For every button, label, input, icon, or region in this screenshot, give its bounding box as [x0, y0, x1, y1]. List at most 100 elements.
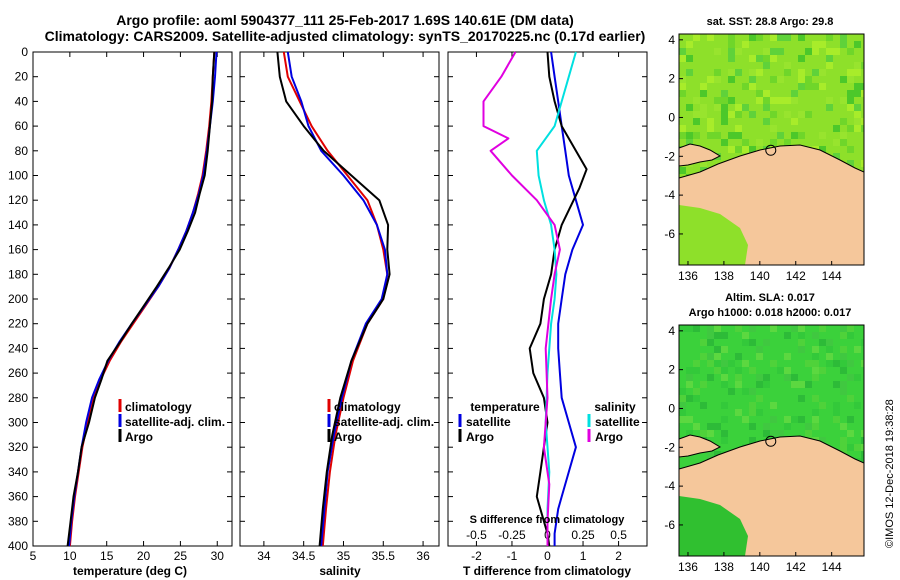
map-cell: [686, 381, 693, 388]
map-cell: [735, 367, 742, 374]
footer-timestamp: ©IMOS 12-Dec-2018 19:38:28: [884, 399, 896, 548]
depth-tick-label: 0: [21, 45, 28, 59]
map-cell: [700, 430, 707, 437]
x-tick-label: 35: [337, 549, 351, 563]
map-cell: [756, 346, 763, 353]
sla-map-frame: [678, 324, 865, 557]
map-cell: [805, 111, 812, 118]
map-cell: [847, 325, 854, 332]
map-cell: [749, 111, 756, 118]
map-cell: [693, 132, 700, 139]
map-cell: [854, 444, 861, 451]
map-cell: [833, 381, 840, 388]
map-cell: [686, 104, 693, 111]
legend-satellite-adj: satellite-adj. clim.: [125, 415, 225, 429]
map-cell: [770, 416, 777, 423]
x-tick-label: 34: [257, 549, 271, 563]
map-cell: [756, 69, 763, 76]
x-tick-label: 2: [615, 549, 622, 563]
map-cell: [721, 90, 728, 97]
map-cell: [707, 76, 714, 83]
map-cell: [756, 381, 763, 388]
legend-argo: Argo: [334, 430, 362, 444]
map-lat-label: 2: [668, 72, 675, 86]
salinity-axes: [239, 51, 440, 547]
map-cell: [861, 360, 864, 367]
map-cell: [854, 346, 861, 353]
sst-map-frame: [678, 33, 865, 266]
map-cell: [714, 346, 721, 353]
map-cell: [854, 62, 861, 69]
map-cell: [840, 132, 847, 139]
map-lat-label: -2: [664, 440, 675, 454]
map-cell: [763, 381, 770, 388]
x-tick-label: 1: [580, 549, 587, 563]
map-cell: [679, 125, 686, 132]
map-cell: [819, 339, 826, 346]
map-cell: [833, 409, 840, 416]
map-cell: [770, 139, 777, 146]
series-line-argo: [276, 51, 391, 547]
map-cell: [840, 346, 847, 353]
map-lon-label: 144: [822, 269, 842, 283]
map-cell: [833, 139, 840, 146]
map-cell: [728, 69, 735, 76]
map-cell: [756, 34, 763, 41]
map-cell: [854, 125, 861, 132]
map-cell: [721, 430, 728, 437]
map-lat-label: -2: [664, 149, 675, 163]
map-cell: [742, 104, 749, 111]
map-cell: [791, 97, 798, 104]
map-cell: [742, 146, 749, 153]
map-cell: [749, 69, 756, 76]
depth-tick-label: 20: [15, 70, 29, 84]
map-cell: [861, 83, 864, 90]
map-cell: [700, 83, 707, 90]
map-cell: [756, 90, 763, 97]
map-cell: [805, 83, 812, 90]
map-cell: [847, 97, 854, 104]
map-cell: [847, 332, 854, 339]
map-cell: [826, 360, 833, 367]
map-cell: [784, 423, 791, 430]
map-cell: [861, 339, 864, 346]
series-line-satellite-adj-clim-: [286, 51, 389, 547]
map-cell: [861, 118, 864, 125]
salinity-panel: 34 34.5 35 35.5 36 salinity climatology sate…: [239, 51, 440, 578]
map-cell: [756, 409, 763, 416]
map-cell: [735, 409, 742, 416]
sla-map: Altim. SLA: 0.017 Argo h1000: 0.018 h200…: [664, 292, 865, 574]
difference-panel: -2 -1 0 1 2 -0.5 -0.25 0 0.25 0.5 S difference f…: [447, 51, 648, 578]
map-cell: [721, 402, 728, 409]
map-cell: [721, 367, 728, 374]
map-cell: [763, 118, 770, 125]
map-cell: [756, 353, 763, 360]
map-cell: [770, 55, 777, 62]
legend-s-argo: Argo: [595, 430, 623, 444]
map-cell: [791, 416, 798, 423]
map-cell: [749, 437, 756, 444]
map-cell: [798, 416, 805, 423]
map-cell: [707, 325, 714, 332]
map-cell: [714, 69, 721, 76]
map-lon-label: 142: [786, 560, 806, 574]
series-line-salinity-satellite: [535, 51, 577, 546]
map-cell: [700, 339, 707, 346]
figure-title-line1: Argo profile: aoml 5904377_111 25-Feb-20…: [116, 12, 574, 28]
map-cell: [735, 104, 742, 111]
map-cell: [854, 118, 861, 125]
map-cell: [749, 55, 756, 62]
map-cell: [728, 76, 735, 83]
map-cell: [833, 360, 840, 367]
map-cell: [679, 55, 686, 62]
map-lat-label: 4: [668, 33, 675, 47]
map-cell: [679, 48, 686, 55]
map-cell: [679, 402, 686, 409]
x-tick-label: 34.5: [292, 549, 316, 563]
s-diff-tick-label: 0.25: [571, 528, 595, 542]
map-cell: [840, 325, 847, 332]
map-lat-label: 0: [668, 401, 675, 415]
map-lat-label: -6: [664, 227, 675, 241]
map-cell: [700, 90, 707, 97]
salinity-lines: [276, 51, 391, 547]
